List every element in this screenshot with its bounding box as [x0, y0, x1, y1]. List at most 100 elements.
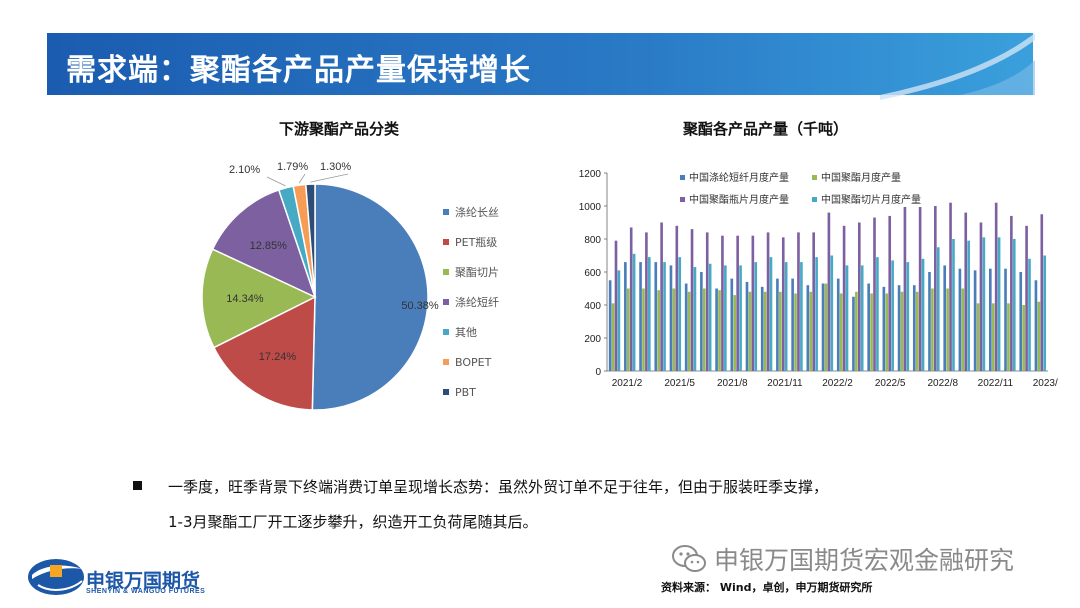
bar	[900, 291, 904, 371]
bar	[614, 240, 618, 371]
y-tick-label: 400	[584, 301, 601, 312]
bar	[781, 237, 785, 371]
bar	[791, 278, 794, 371]
pie-slice-4	[211, 189, 317, 299]
bar	[867, 283, 870, 371]
bar	[663, 262, 666, 371]
bar	[657, 290, 661, 371]
page-title: 需求端：聚酯各产品产量保持增长	[66, 53, 531, 88]
bar	[751, 235, 755, 371]
pie-legend-item: 涤纶长丝	[443, 205, 499, 219]
bar	[724, 265, 727, 371]
bar	[736, 235, 739, 371]
bar	[958, 268, 962, 371]
bar-legend-label: 中国聚酯切片月度产量	[821, 193, 921, 206]
bar	[779, 291, 782, 371]
bar	[754, 262, 758, 371]
bar	[809, 291, 813, 371]
x-tick-label: 2022/5	[875, 378, 906, 389]
bar	[608, 280, 612, 371]
pie-slice-3	[201, 248, 317, 349]
bar	[836, 278, 840, 371]
bar-legend-label: 中国聚酯瓶片月度产量	[689, 193, 789, 206]
pie-legend-item: 涤纶短纤	[443, 295, 499, 309]
legend-label: PET瓶级	[455, 236, 498, 249]
legend-swatch	[812, 197, 817, 202]
bar	[991, 303, 995, 371]
bar	[976, 303, 980, 371]
bar	[654, 262, 658, 371]
bar	[702, 288, 706, 371]
bar	[845, 265, 849, 371]
bar	[824, 283, 828, 371]
bar	[624, 262, 627, 371]
pie-slice-1	[311, 183, 429, 411]
bar	[611, 303, 615, 371]
bar	[648, 257, 651, 371]
bar	[839, 293, 843, 371]
bar	[642, 288, 645, 371]
pie-leader-line	[266, 176, 286, 187]
bar	[632, 253, 636, 371]
legend-swatch	[812, 175, 817, 180]
pie-leader-line	[298, 173, 306, 184]
legend-swatch	[443, 389, 449, 395]
logo-name: 申银万国期货	[86, 570, 201, 592]
bar	[934, 206, 937, 371]
bar	[687, 291, 691, 371]
bar	[1022, 305, 1025, 371]
wechat-icon	[672, 545, 706, 572]
pie-legend-item: PBT	[443, 385, 476, 399]
bar	[672, 288, 676, 371]
x-tick-label: 2023/2	[1033, 378, 1058, 389]
pie-chart: 50.38% 17.24% 14.34% 12.85% 2.10% 1.79% 1.30%	[201, 161, 439, 411]
pie-data-label: 12.85%	[250, 240, 288, 252]
y-tick-label: 0	[595, 367, 601, 378]
pie-legend-item: PET瓶级	[443, 235, 497, 249]
bar	[961, 288, 965, 371]
bar	[784, 262, 788, 371]
legend-swatch	[443, 239, 449, 245]
bar	[952, 239, 955, 371]
bar-chart-title: 聚酯各产品产量（千吨）	[683, 120, 849, 138]
pie-data-label: 14.34%	[226, 293, 264, 305]
watermark-text: 申银万国期货宏观金融研究	[714, 546, 1015, 575]
legend-swatch	[680, 197, 685, 202]
pie-legend-item: 聚酯切片	[443, 265, 499, 279]
bar	[936, 247, 940, 371]
legend-label: 涤纶短纤	[455, 296, 499, 309]
legend-swatch	[443, 359, 449, 365]
y-tick-label: 800	[584, 235, 601, 246]
bar	[888, 215, 892, 371]
bar	[1019, 272, 1023, 371]
bar	[891, 260, 894, 371]
bar	[1004, 268, 1007, 371]
pie-chart-title: 下游聚酯产品分类	[279, 120, 400, 138]
bar	[745, 281, 749, 371]
bar	[1043, 255, 1047, 371]
legend-label: BOPET	[455, 355, 492, 369]
legend-swatch	[443, 269, 449, 275]
bar	[821, 283, 825, 371]
bar	[1007, 303, 1010, 371]
banner-decoration	[47, 33, 1035, 100]
bar	[979, 222, 983, 371]
pie-data-label: 1.30%	[320, 161, 351, 173]
y-tick-label: 1000	[579, 202, 602, 213]
x-tick-label: 2021/5	[664, 378, 695, 389]
x-tick-label: 2022/11	[978, 378, 1014, 389]
pie-data-label: 2.10%	[229, 164, 260, 176]
pie-data-label: 50.38%	[401, 300, 439, 312]
bar	[715, 288, 718, 371]
bar	[1034, 280, 1038, 371]
bar	[794, 293, 797, 371]
legend-label: PBT	[455, 385, 476, 399]
bar	[693, 267, 697, 371]
bar	[669, 265, 673, 371]
bar	[906, 262, 910, 371]
bar-chart: 0 200 400 600 800 1000 1200 2021/2 2021/5 2021/8 2…	[579, 169, 1058, 389]
bar	[873, 217, 876, 371]
bar	[931, 288, 934, 371]
bar	[684, 283, 688, 371]
bar	[973, 270, 977, 371]
